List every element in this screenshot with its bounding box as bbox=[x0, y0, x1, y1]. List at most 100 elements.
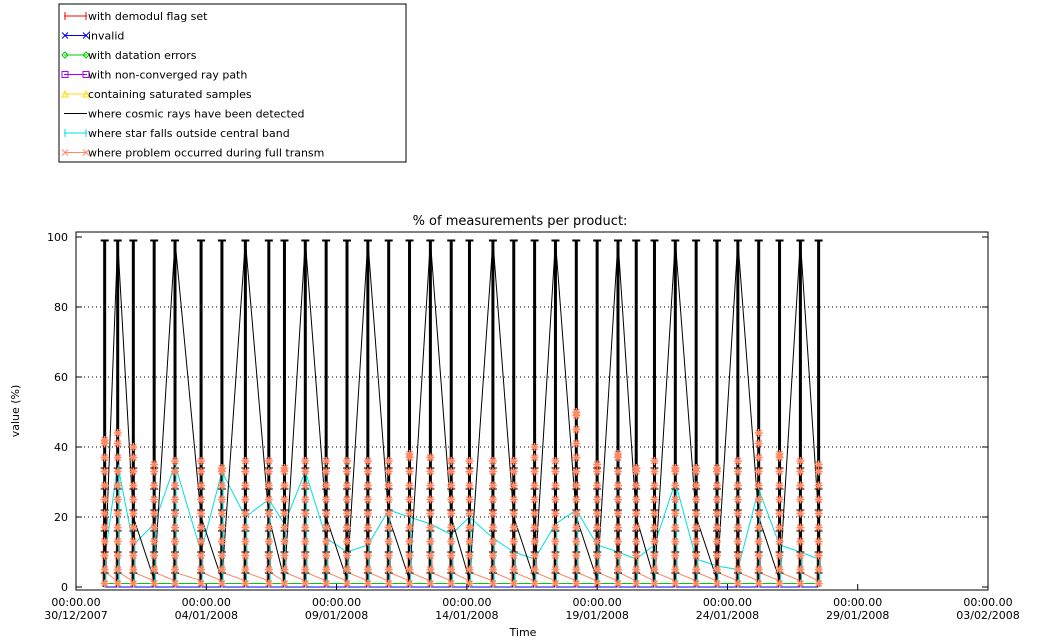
legend-label: with demodul flag set bbox=[88, 10, 208, 23]
full-transm-marker bbox=[129, 443, 138, 451]
full-transm-marker bbox=[572, 537, 581, 546]
full-transm-marker bbox=[301, 579, 310, 588]
full-transm-marker bbox=[113, 537, 122, 546]
full-transm-marker bbox=[241, 481, 250, 490]
legend-marker bbox=[61, 51, 69, 59]
y-tick-label: 0 bbox=[61, 581, 68, 594]
x-tick-time: 00:00.00 bbox=[833, 596, 882, 609]
full-transm-marker bbox=[384, 457, 393, 465]
full-transm-marker bbox=[814, 481, 823, 490]
full-transm-marker bbox=[150, 495, 159, 504]
full-transm-marker bbox=[509, 457, 518, 465]
full-transm-marker bbox=[465, 457, 474, 465]
full-transm-marker bbox=[384, 495, 393, 504]
full-transm-marker bbox=[488, 457, 497, 465]
full-transm-marker bbox=[572, 523, 581, 532]
full-transm-marker bbox=[775, 551, 784, 560]
full-transm-marker bbox=[342, 565, 351, 574]
full-transm-marker bbox=[692, 537, 701, 546]
full-transm-marker bbox=[342, 537, 351, 546]
full-transm-marker bbox=[301, 481, 310, 490]
full-transm-marker bbox=[650, 509, 659, 518]
full-transm-marker bbox=[650, 551, 659, 560]
full-transm-marker bbox=[593, 467, 602, 476]
full-transm-marker bbox=[113, 429, 122, 437]
full-transm-marker bbox=[593, 460, 602, 469]
full-transm-marker bbox=[530, 453, 539, 462]
full-transm-marker bbox=[322, 495, 331, 504]
full-transm-marker bbox=[129, 579, 138, 588]
full-transm-marker bbox=[100, 551, 109, 560]
full-transm-marker bbox=[465, 579, 474, 588]
full-transm-marker bbox=[447, 457, 456, 465]
full-transm-marker bbox=[551, 481, 560, 490]
full-transm-marker bbox=[342, 457, 351, 465]
full-transm-marker bbox=[509, 495, 518, 504]
full-transm-marker bbox=[241, 495, 250, 504]
full-transm-marker bbox=[171, 537, 180, 546]
full-transm-marker bbox=[713, 464, 722, 472]
full-transm-marker bbox=[632, 523, 641, 532]
full-transm-marker bbox=[363, 495, 372, 504]
full-transm-marker bbox=[465, 509, 474, 518]
full-transm-marker bbox=[113, 523, 122, 532]
full-transm-marker bbox=[593, 509, 602, 518]
full-transm-marker bbox=[342, 551, 351, 560]
full-transm-marker bbox=[217, 579, 226, 588]
full-transm-marker bbox=[796, 481, 805, 490]
x-tick-date: 14/01/2008 bbox=[435, 609, 498, 622]
full-transm-marker bbox=[632, 509, 641, 518]
full-transm-marker bbox=[572, 439, 581, 448]
full-transm-marker bbox=[241, 579, 250, 588]
full-transm-marker bbox=[426, 537, 435, 546]
full-transm-marker bbox=[593, 537, 602, 546]
full-transm-marker bbox=[754, 509, 763, 518]
full-transm-marker bbox=[692, 551, 701, 560]
full-transm-marker bbox=[280, 464, 289, 472]
full-transm-marker bbox=[754, 495, 763, 504]
full-transm-marker bbox=[100, 453, 109, 462]
x-tick-date: 30/12/2007 bbox=[44, 609, 107, 622]
full-transm-marker bbox=[509, 481, 518, 490]
full-transm-marker bbox=[733, 481, 742, 490]
full-transm-marker bbox=[280, 495, 289, 504]
legend-entry: with non-converged ray path bbox=[61, 69, 247, 82]
full-transm-marker bbox=[150, 467, 159, 476]
full-transm-marker bbox=[572, 425, 581, 434]
full-transm-marker bbox=[301, 457, 310, 465]
x-tick-date: 19/01/2008 bbox=[565, 609, 628, 622]
legend-entry: where star falls outside central band bbox=[64, 127, 290, 140]
full-transm-marker bbox=[113, 467, 122, 476]
full-transm-marker bbox=[775, 537, 784, 546]
full-transm-marker bbox=[100, 509, 109, 518]
full-transm-marker bbox=[572, 509, 581, 518]
full-transm-marker bbox=[384, 579, 393, 588]
full-transm-marker bbox=[713, 579, 722, 588]
full-transm-marker bbox=[650, 537, 659, 546]
full-transm-marker bbox=[613, 495, 622, 504]
full-transm-marker bbox=[363, 565, 372, 574]
full-transm-marker bbox=[447, 467, 456, 476]
full-transm-marker bbox=[100, 579, 109, 588]
full-transm-marker bbox=[814, 467, 823, 476]
full-transm-marker bbox=[241, 565, 250, 574]
full-transm-marker bbox=[264, 509, 273, 518]
full-transm-marker bbox=[150, 460, 159, 469]
full-transm-marker bbox=[171, 551, 180, 560]
full-transm-marker bbox=[447, 495, 456, 504]
full-transm-marker bbox=[280, 509, 289, 518]
full-transm-marker bbox=[671, 579, 680, 588]
full-transm-marker bbox=[171, 579, 180, 588]
full-transm-marker bbox=[426, 551, 435, 560]
full-transm-marker bbox=[796, 467, 805, 476]
full-transm-marker bbox=[384, 509, 393, 518]
full-transm-marker bbox=[129, 523, 138, 532]
x-axis-label: Time bbox=[509, 626, 537, 639]
legend-marker bbox=[61, 149, 69, 156]
full-transm-marker bbox=[692, 565, 701, 574]
full-transm-marker bbox=[814, 565, 823, 574]
full-transm-marker bbox=[488, 537, 497, 546]
full-transm-marker bbox=[171, 523, 180, 532]
full-transm-marker bbox=[301, 509, 310, 518]
y-tick-label: 60 bbox=[54, 371, 68, 384]
